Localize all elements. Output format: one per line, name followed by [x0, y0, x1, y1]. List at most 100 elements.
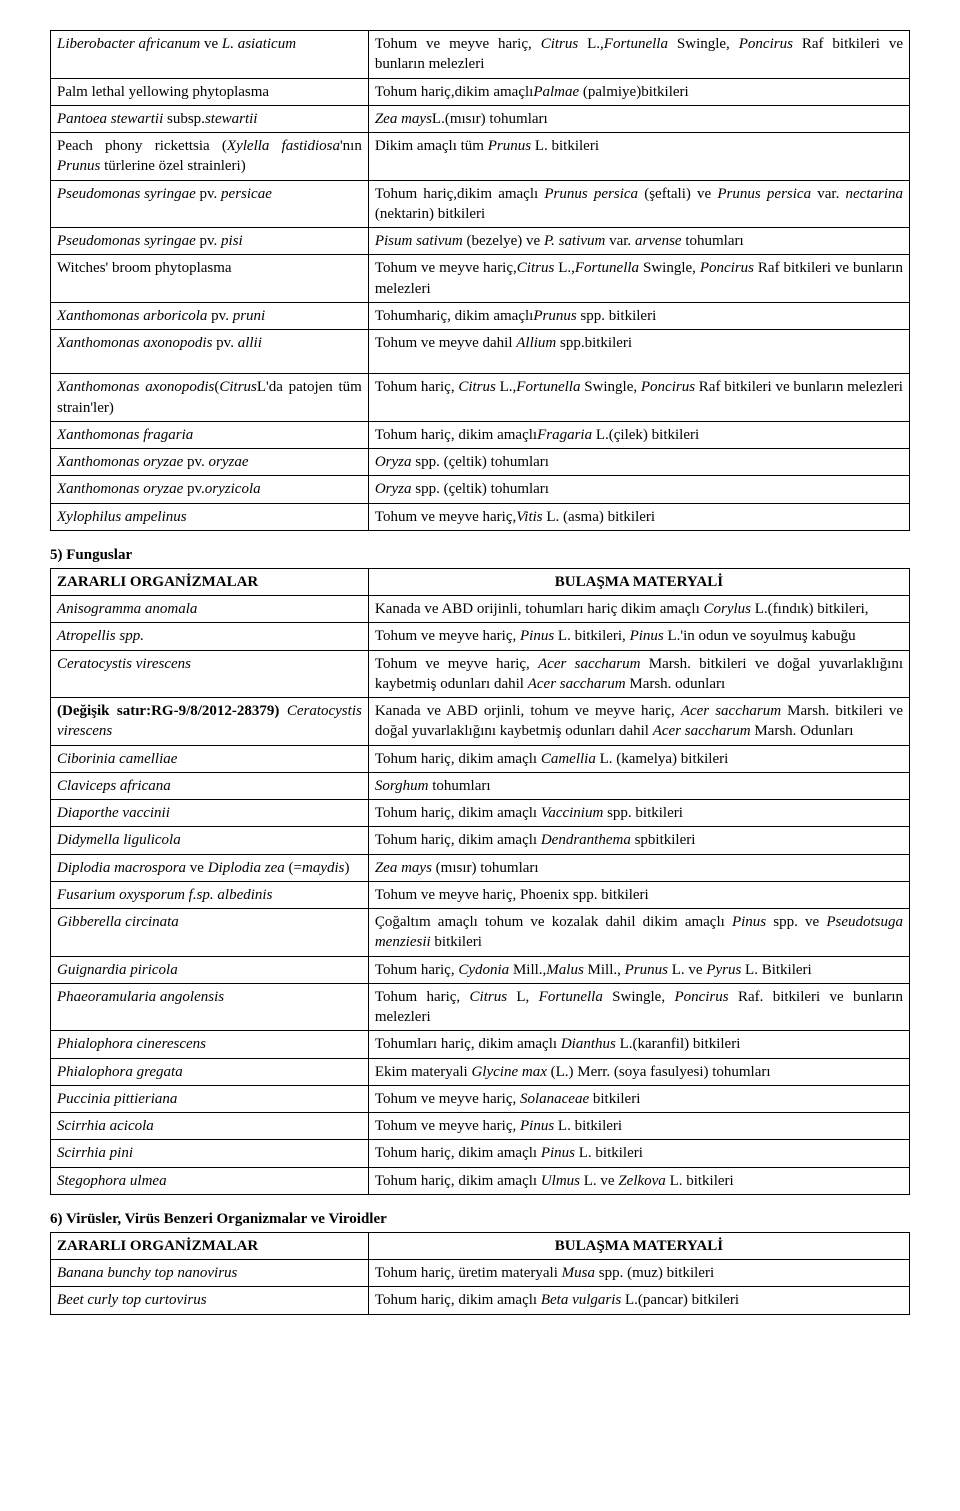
- cell-material: Zea maysL.(mısır) tohumları: [368, 105, 909, 132]
- table-row: Palm lethal yellowing phytoplasmaTohum h…: [51, 78, 910, 105]
- cell-material: Oryza spp. (çeltik) tohumları: [368, 476, 909, 503]
- table-row: Didymella ligulicolaTohum hariç, dikim a…: [51, 827, 910, 854]
- cell-organism: Scirrhia pini: [51, 1140, 369, 1167]
- cell-material: Tohum hariç, Cydonia Mill.,Malus Mill., …: [368, 956, 909, 983]
- cell-material: Tohum hariç, Citrus L, Fortunella Swingl…: [368, 983, 909, 1031]
- table-top: Liberobacter africanum ve L. asiaticumTo…: [50, 30, 910, 531]
- table-row: Guignardia piricolaTohum hariç, Cydonia …: [51, 956, 910, 983]
- cell-organism: Phialophora gregata: [51, 1058, 369, 1085]
- cell-organism: Diaporthe vaccinii: [51, 800, 369, 827]
- table-row: Puccinia pittierianaTohum ve meyve hariç…: [51, 1085, 910, 1112]
- table-row: Phialophora gregataEkim materyali Glycin…: [51, 1058, 910, 1085]
- cell-organism: Xanthomonas arboricola pv. pruni: [51, 302, 369, 329]
- cell-material: Tohum ve meyve hariç, Pinus L. bitkileri: [368, 1113, 909, 1140]
- cell-material: Tohum ve meyve hariç, Solanaceae bitkile…: [368, 1085, 909, 1112]
- table-row: Liberobacter africanum ve L. asiaticumTo…: [51, 31, 910, 79]
- cell-material: Çoğaltım amaçlı tohum ve kozalak dahil d…: [368, 909, 909, 957]
- cell-organism: Witches' broom phytoplasma: [51, 255, 369, 303]
- table-row: Scirrhia acicolaTohum ve meyve hariç, Pi…: [51, 1113, 910, 1140]
- cell-organism: Didymella ligulicola: [51, 827, 369, 854]
- cell-material: Zea mays (mısır) tohumları: [368, 854, 909, 881]
- cell-material: Tohum ve meyve hariç, Phoenix spp. bitki…: [368, 881, 909, 908]
- cell-organism: Beet curly top curtovirus: [51, 1287, 369, 1314]
- table-row: Xanthomonas axonopodis(CitrusL'da patoje…: [51, 374, 910, 422]
- table-row: Xanthomonas fragariaTohum hariç, dikim a…: [51, 421, 910, 448]
- cell-material: Tohumhariç, dikim amaçlıPrunus spp. bitk…: [368, 302, 909, 329]
- table-row: Witches' broom phytoplasmaTohum ve meyve…: [51, 255, 910, 303]
- cell-organism: Ciborinia camelliae: [51, 745, 369, 772]
- cell-material: Tohum ve meyve hariç,Citrus L.,Fortunell…: [368, 255, 909, 303]
- cell-material: Tohum hariç, dikim amaçlı Dendranthema s…: [368, 827, 909, 854]
- table-header-row: ZARARLI ORGANİZMALARBULAŞMA MATERYALİ: [51, 1232, 910, 1259]
- cell-material: Kanada ve ABD orjinli, tohum ve meyve ha…: [368, 698, 909, 746]
- table-row: Diplodia macrospora ve Diplodia zea (=ma…: [51, 854, 910, 881]
- cell-material: Tohum hariç,dikim amaçlı Prunus persica …: [368, 180, 909, 228]
- cell-organism: (Değişik satır:RG-9/8/2012-28379) Cerato…: [51, 698, 369, 746]
- table-row: Xanthomonas oryzae pv.oryzicolaOryza spp…: [51, 476, 910, 503]
- cell-material: Tohum hariç, dikim amaçlı Vaccinium spp.…: [368, 800, 909, 827]
- table-header-row: ZARARLI ORGANİZMALARBULAŞMA MATERYALİ: [51, 568, 910, 595]
- table-row: Ciborinia camelliaeTohum hariç, dikim am…: [51, 745, 910, 772]
- cell-organism: Gibberella circinata: [51, 909, 369, 957]
- cell-material: Sorghum tohumları: [368, 772, 909, 799]
- cell-material: Kanada ve ABD orijinli, tohumları hariç …: [368, 596, 909, 623]
- cell-organism: Atropellis spp.: [51, 623, 369, 650]
- table-section6: ZARARLI ORGANİZMALARBULAŞMA MATERYALİBan…: [50, 1232, 910, 1315]
- table-row: Atropellis spp.Tohum ve meyve hariç, Pin…: [51, 623, 910, 650]
- cell-material: Tohum hariç, dikim amaçlı Ulmus L. ve Ze…: [368, 1167, 909, 1194]
- table-row: Ceratocystis virescensTohum ve meyve har…: [51, 650, 910, 698]
- cell-material: Tohum hariç, dikim amaçlıFragaria L.(çil…: [368, 421, 909, 448]
- cell-material: Tohum ve meyve hariç, Citrus L.,Fortunel…: [368, 31, 909, 79]
- header-col2: BULAŞMA MATERYALİ: [368, 568, 909, 595]
- cell-material: Dikim amaçlı tüm Prunus L. bitkileri: [368, 133, 909, 181]
- cell-material: Tohum ve meyve hariç,Vitis L. (asma) bit…: [368, 503, 909, 530]
- header-col1: ZARARLI ORGANİZMALAR: [51, 1232, 369, 1259]
- table-row: Xanthomonas axonopodis pv. alliiTohum ve…: [51, 330, 910, 374]
- header-col2: BULAŞMA MATERYALİ: [368, 1232, 909, 1259]
- table-row: Xanthomonas oryzae pv. oryzaeOryza spp. …: [51, 449, 910, 476]
- table-row: Diaporthe vacciniiTohum hariç, dikim ama…: [51, 800, 910, 827]
- table-row: Pseudomonas syringae pv. persicaeTohum h…: [51, 180, 910, 228]
- table-row: Phialophora cinerescensTohumları hariç, …: [51, 1031, 910, 1058]
- table-section5: ZARARLI ORGANİZMALARBULAŞMA MATERYALİAni…: [50, 568, 910, 1195]
- cell-organism: Scirrhia acicola: [51, 1113, 369, 1140]
- table-row: Gibberella circinataÇoğaltım amaçlı tohu…: [51, 909, 910, 957]
- table-row: Phaeoramularia angolensisTohum hariç, Ci…: [51, 983, 910, 1031]
- cell-organism: Anisogramma anomala: [51, 596, 369, 623]
- cell-material: Tohum ve meyve hariç, Pinus L. bitkileri…: [368, 623, 909, 650]
- table-row: Peach phony rickettsia (Xylella fastidio…: [51, 133, 910, 181]
- cell-material: Tohum ve meyve dahil Allium spp.bitkiler…: [368, 330, 909, 374]
- cell-organism: Pseudomonas syringae pv. persicae: [51, 180, 369, 228]
- cell-organism: Stegophora ulmea: [51, 1167, 369, 1194]
- cell-organism: Xanthomonas axonopodis pv. allii: [51, 330, 369, 374]
- cell-material: Tohum hariç, dikim amaçlı Pinus L. bitki…: [368, 1140, 909, 1167]
- cell-organism: Xylophilus ampelinus: [51, 503, 369, 530]
- cell-material: Tohum hariç, dikim amaçlı Camellia L. (k…: [368, 745, 909, 772]
- table-row: Beet curly top curtovirusTohum hariç, di…: [51, 1287, 910, 1314]
- table-row: Pantoea stewartii subsp.stewartiiZea may…: [51, 105, 910, 132]
- table-row: Xanthomonas arboricola pv. pruniTohumhar…: [51, 302, 910, 329]
- cell-organism: Ceratocystis virescens: [51, 650, 369, 698]
- cell-material: Tohum hariç, üretim materyali Musa spp. …: [368, 1260, 909, 1287]
- cell-organism: Diplodia macrospora ve Diplodia zea (=ma…: [51, 854, 369, 881]
- cell-material: Tohum ve meyve hariç, Acer saccharum Mar…: [368, 650, 909, 698]
- cell-material: Tohum hariç,dikim amaçlıPalmae (palmiye)…: [368, 78, 909, 105]
- cell-organism: Phaeoramularia angolensis: [51, 983, 369, 1031]
- section6-title: 6) Virüsler, Virüs Benzeri Organizmalar …: [50, 1211, 910, 1228]
- cell-material: Oryza spp. (çeltik) tohumları: [368, 449, 909, 476]
- section5-title: 5) Funguslar: [50, 547, 910, 564]
- table-row: Pseudomonas syringae pv. pisiPisum sativ…: [51, 228, 910, 255]
- table-row: Stegophora ulmeaTohum hariç, dikim amaçl…: [51, 1167, 910, 1194]
- header-col1: ZARARLI ORGANİZMALAR: [51, 568, 369, 595]
- cell-organism: Puccinia pittieriana: [51, 1085, 369, 1112]
- cell-organism: Banana bunchy top nanovirus: [51, 1260, 369, 1287]
- cell-organism: Guignardia piricola: [51, 956, 369, 983]
- table-row: Xylophilus ampelinusTohum ve meyve hariç…: [51, 503, 910, 530]
- cell-organism: Claviceps africana: [51, 772, 369, 799]
- table-row: Anisogramma anomalaKanada ve ABD orijinl…: [51, 596, 910, 623]
- cell-organism: Xanthomonas fragaria: [51, 421, 369, 448]
- cell-organism: Pantoea stewartii subsp.stewartii: [51, 105, 369, 132]
- cell-organism: Peach phony rickettsia (Xylella fastidio…: [51, 133, 369, 181]
- cell-material: Tohum hariç, dikim amaçlı Beta vulgaris …: [368, 1287, 909, 1314]
- cell-organism: Phialophora cinerescens: [51, 1031, 369, 1058]
